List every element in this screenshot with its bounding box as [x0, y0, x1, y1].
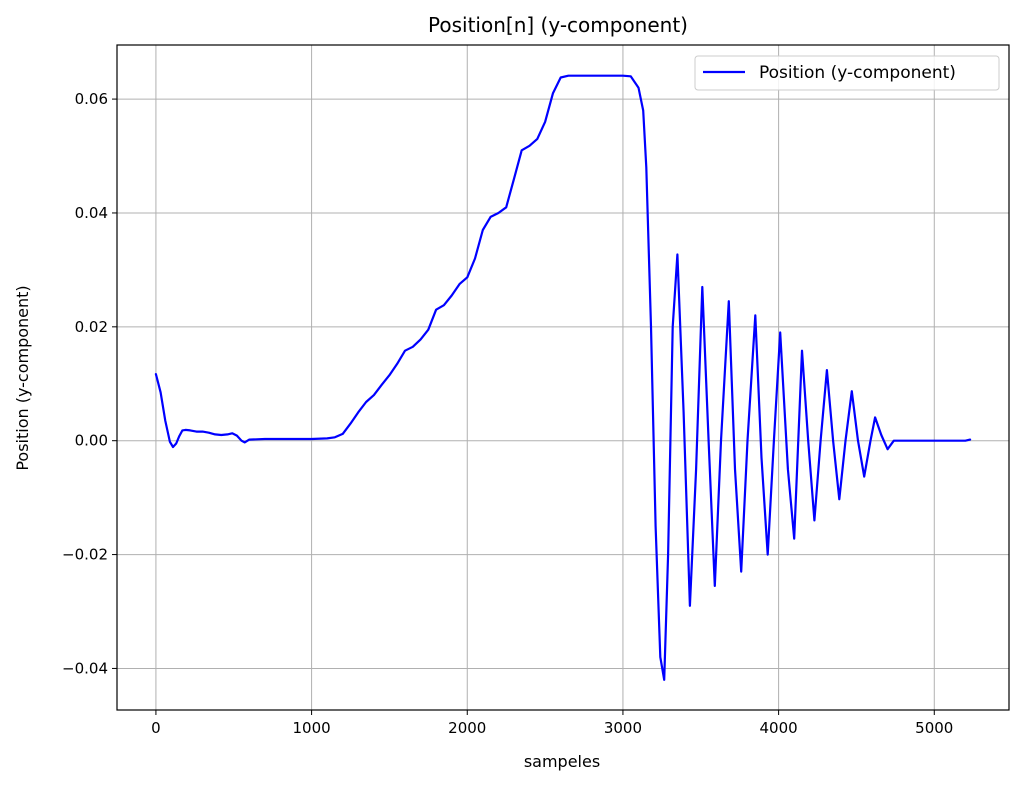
legend: Position (y-component): [694, 55, 1000, 91]
x-tick-label: 0: [151, 719, 161, 737]
x-tick-label: 3000: [604, 719, 642, 737]
x-tick-label: 2000: [448, 719, 486, 737]
y-tick-label: 0.00: [75, 432, 108, 450]
y-axis-label: Position (y-component): [13, 285, 32, 470]
axes-frame: [116, 44, 1010, 711]
legend-entry-label: Position (y-component): [759, 63, 956, 83]
y-tick-label: −0.04: [62, 659, 108, 677]
axis-ticks: 0 1000 2000 3000 4000 5000 −0.04 −0.02 0.00 0.02 0…: [62, 90, 953, 737]
x-tick-label: 4000: [760, 719, 798, 737]
y-tick-label: 0.02: [75, 318, 108, 336]
chart-title: Position[n] (y-component): [428, 13, 688, 37]
y-tick-label: −0.02: [62, 546, 108, 564]
series-line-position-y: [154, 74, 972, 681]
grid: [117, 45, 1009, 710]
x-tick-label: 5000: [915, 719, 953, 737]
x-tick-label: 1000: [292, 719, 330, 737]
x-axis-label: sampeles: [524, 752, 600, 771]
y-tick-label: 0.04: [75, 204, 108, 222]
plot-area: [154, 74, 972, 681]
y-tick-label: 0.06: [75, 90, 108, 108]
legend-box: [694, 55, 1000, 91]
